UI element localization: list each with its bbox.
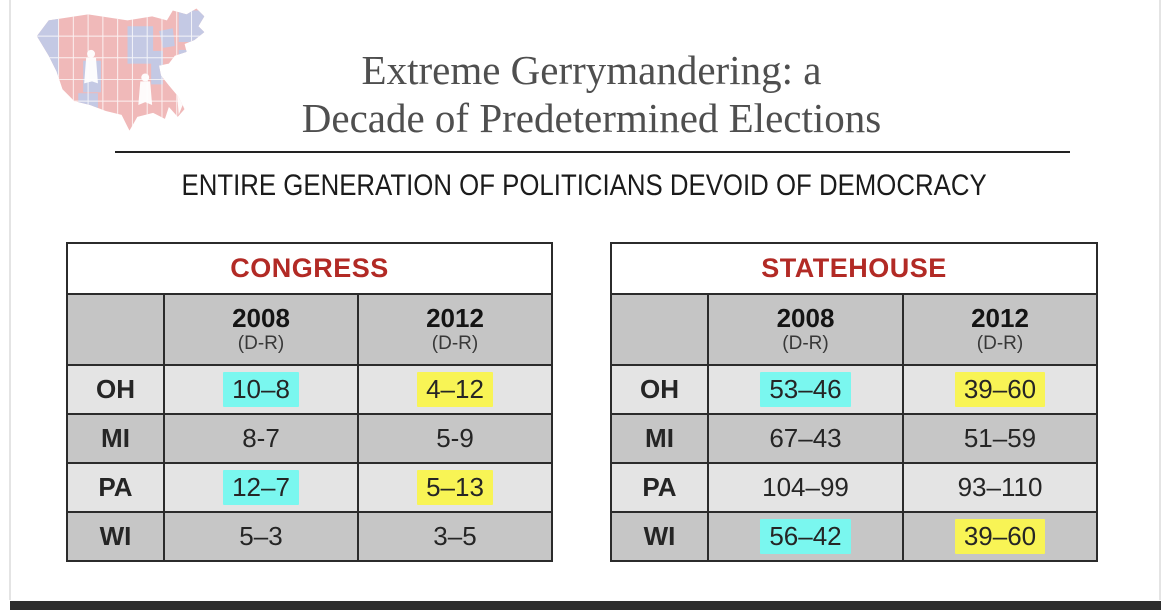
seat-count: 39–60 — [954, 519, 1046, 554]
value-cell: 10–8 — [163, 364, 359, 415]
state-label: OH — [610, 364, 709, 415]
seat-count: 53–46 — [760, 372, 851, 407]
col-header-year: 2008 — [776, 303, 835, 333]
col-header-sub: (D-R) — [431, 333, 479, 354]
state-label: MI — [610, 413, 709, 464]
seat-count: 10–8 — [223, 372, 299, 407]
table-title: CONGRESS — [66, 242, 553, 295]
seat-count: 93–110 — [957, 472, 1043, 502]
col-header-2008: 2008 (D-R) — [163, 293, 359, 366]
table-row: MI 67–43 51–59 — [610, 413, 1098, 464]
col-header-sub: (D-R) — [976, 333, 1024, 354]
table-row: PA 12–7 5–13 — [66, 462, 553, 513]
page-title: Extreme Gerrymandering: a Decade of Pred… — [14, 46, 1169, 142]
table-row: WI 56–42 39–60 — [610, 511, 1098, 562]
col-header-sub: (D-R) — [237, 333, 285, 354]
seat-count: 5–13 — [417, 470, 493, 505]
seat-count: 5-9 — [436, 423, 474, 453]
page-title-line2: Decade of Predetermined Elections — [301, 95, 882, 141]
slide-right-edge — [1159, 0, 1161, 600]
corner-cell — [610, 293, 709, 366]
value-cell: 51–59 — [902, 413, 1098, 464]
seat-count: 56–42 — [760, 519, 851, 554]
col-header-year: 2012 — [971, 303, 1029, 333]
seat-count: 51–59 — [963, 423, 1037, 453]
table-row: MI 8-7 5-9 — [66, 413, 553, 464]
value-cell: 53–46 — [707, 364, 904, 415]
bottom-dark-bar — [10, 601, 1161, 610]
seat-count: 8-7 — [242, 423, 280, 453]
table-row: PA 104–99 93–110 — [610, 462, 1098, 513]
value-cell: 39–60 — [902, 511, 1098, 562]
value-cell: 39–60 — [902, 364, 1098, 415]
slide-left-edge — [9, 0, 11, 600]
state-label: MI — [66, 413, 165, 464]
value-cell: 3–5 — [357, 511, 553, 562]
seat-count: 67–43 — [769, 423, 842, 453]
seat-count: 104–99 — [762, 472, 849, 502]
page-subtitle: ENTIRE GENERATION OF POLITICIANS DEVOID … — [0, 169, 1169, 203]
us-election-map-icon — [36, 8, 205, 131]
col-header-2012: 2012 (D-R) — [357, 293, 553, 366]
table-row: WI 5–3 3–5 — [66, 511, 553, 562]
page-title-line1: Extreme Gerrymandering: a — [361, 47, 822, 93]
corner-cell — [66, 293, 165, 366]
congress-table: CONGRESS 2008 (D-R) 2012 (D-R) OH 10–8 4… — [66, 242, 553, 562]
col-header-2008: 2008 (D-R) — [707, 293, 904, 366]
page-subtitle-text: ENTIRE GENERATION OF POLITICIANS DEVOID … — [181, 169, 988, 202]
seat-count: 39–60 — [954, 372, 1046, 407]
table-row: OH 10–8 4–12 — [66, 364, 553, 415]
state-label: WI — [66, 511, 165, 562]
value-cell: 4–12 — [357, 364, 553, 415]
state-label: PA — [610, 462, 709, 513]
table-title: STATEHOUSE — [610, 242, 1098, 295]
value-cell: 5–3 — [163, 511, 359, 562]
state-label: WI — [610, 511, 709, 562]
value-cell: 12–7 — [163, 462, 359, 513]
col-header-year: 2012 — [426, 303, 484, 333]
title-divider — [115, 151, 1070, 153]
state-label: PA — [66, 462, 165, 513]
value-cell: 5–13 — [357, 462, 553, 513]
value-cell: 104–99 — [707, 462, 904, 513]
seat-count: 3–5 — [433, 521, 477, 551]
value-cell: 67–43 — [707, 413, 904, 464]
seat-count: 5–3 — [239, 521, 283, 551]
seat-count: 4–12 — [417, 372, 493, 407]
col-header-sub: (D-R) — [782, 333, 829, 354]
table-row: OH 53–46 39–60 — [610, 364, 1098, 415]
col-header-year: 2008 — [232, 303, 290, 333]
statehouse-table: STATEHOUSE 2008 (D-R) 2012 (D-R) OH 53–4… — [610, 242, 1098, 562]
value-cell: 93–110 — [902, 462, 1098, 513]
value-cell: 8-7 — [163, 413, 359, 464]
value-cell: 5-9 — [357, 413, 553, 464]
value-cell: 56–42 — [707, 511, 904, 562]
seat-count: 12–7 — [223, 470, 299, 505]
state-label: OH — [66, 364, 165, 415]
col-header-2012: 2012 (D-R) — [902, 293, 1098, 366]
